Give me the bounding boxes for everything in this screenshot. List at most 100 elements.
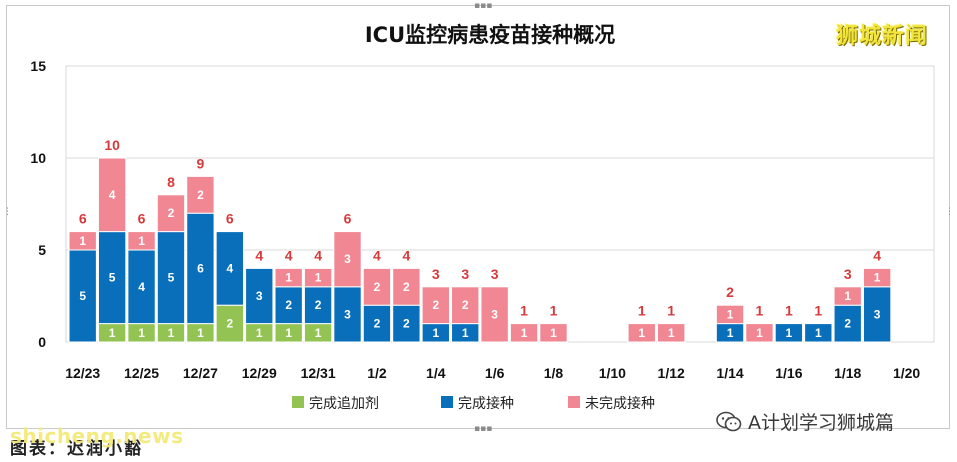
data-label: 5	[168, 271, 175, 285]
chart-title: ICU监控病患疫苗接种概况	[365, 23, 615, 47]
total-label: 3	[432, 266, 440, 282]
bar-segment	[245, 267, 274, 325]
total-label: 2	[726, 284, 734, 300]
data-label: 5	[79, 289, 86, 303]
bar-segment	[804, 323, 833, 343]
bar-segment	[657, 323, 686, 343]
data-label: 1	[109, 326, 116, 340]
data-label: 3	[344, 252, 351, 266]
bar-segment	[274, 267, 303, 288]
data-label: 1	[138, 234, 145, 248]
data-label: 4	[138, 280, 145, 294]
legend-label: 完成追加剂	[309, 396, 379, 412]
data-label: 1	[462, 326, 469, 340]
data-label: 2	[315, 298, 322, 312]
legend-label: 未完成接种	[585, 395, 655, 412]
data-label: 1	[756, 326, 763, 340]
data-label: 1	[638, 326, 645, 340]
total-label: 1	[756, 303, 764, 319]
x-tick-label: 1/4	[426, 365, 446, 381]
total-label: 4	[285, 247, 293, 263]
x-tick-label: 1/2	[367, 365, 387, 381]
bar-segment	[862, 267, 892, 288]
bar-segment	[186, 212, 215, 325]
x-tick-label: 1/14	[716, 365, 743, 381]
legend: 完成追加剂 完成接种 未完成接种	[292, 395, 655, 412]
bar-segment	[333, 286, 362, 343]
total-label: 6	[344, 211, 352, 227]
top-resize-handle[interactable]: ▪▪▪	[474, 1, 493, 11]
data-label: 1	[786, 326, 793, 340]
bar-segment	[833, 304, 862, 343]
legend-label: 完成接种	[458, 395, 514, 412]
bar-segment	[97, 157, 127, 233]
total-label: 1	[638, 303, 646, 319]
data-label: 2	[403, 317, 410, 331]
left-resize-handle[interactable]: ⋮	[3, 207, 12, 217]
bar-segment	[509, 323, 539, 343]
total-label: 3	[461, 266, 469, 282]
bar-segment	[303, 267, 333, 288]
data-label: 1	[79, 234, 86, 248]
legend-swatch	[568, 396, 580, 408]
chart-frame	[6, 5, 950, 429]
bar-segment	[215, 304, 245, 343]
bar-segment	[333, 231, 362, 288]
data-label: 2	[226, 317, 233, 331]
bar-segment	[215, 231, 245, 306]
data-label: 2	[403, 280, 410, 294]
wechat-icon	[716, 411, 742, 433]
data-label: 2	[462, 298, 469, 312]
x-tick-label: 1/10	[599, 365, 626, 381]
wechat-account: A计划学习狮城篇	[716, 408, 894, 435]
total-label: 8	[167, 174, 175, 190]
data-label: 2	[432, 298, 439, 312]
x-tick-label: 12/25	[124, 365, 159, 381]
bar-segment	[156, 231, 186, 325]
data-label: 6	[197, 261, 204, 275]
total-label: 4	[873, 247, 881, 263]
bar-segment	[715, 304, 745, 325]
data-label: 1	[550, 326, 557, 340]
x-tick-label: 12/29	[242, 365, 277, 381]
wechat-account-name: A计划学习狮城篇	[748, 412, 894, 434]
bar-segment	[451, 286, 480, 325]
bar-segment	[745, 323, 774, 343]
data-label: 2	[197, 188, 204, 202]
total-label: 10	[104, 137, 120, 153]
bar-segment	[539, 323, 568, 343]
y-tick-label: 0	[38, 334, 46, 350]
data-label: 1	[874, 271, 881, 285]
legend-swatch	[441, 396, 453, 408]
total-label: 1	[814, 303, 822, 319]
data-label: 1	[315, 271, 322, 285]
total-label: 3	[844, 266, 852, 282]
total-label: 1	[785, 303, 793, 319]
total-label: 4	[255, 247, 263, 263]
y-tick-label: 10	[30, 150, 46, 166]
total-label: 1	[520, 303, 528, 319]
total-label: 4	[314, 247, 322, 263]
data-label: 3	[256, 289, 263, 303]
x-tick-label: 1/20	[893, 365, 920, 381]
y-tick-label: 5	[38, 242, 46, 258]
data-label: 1	[432, 326, 439, 340]
bottom-resize-handle[interactable]: ▪▪▪	[474, 424, 493, 434]
data-label: 1	[256, 326, 263, 340]
total-label: 4	[402, 247, 410, 263]
site-watermark: shicheng.news	[10, 424, 184, 448]
bar-segment	[274, 286, 303, 325]
total-label: 1	[550, 303, 558, 319]
data-label: 1	[727, 326, 734, 340]
data-label: 1	[668, 326, 675, 340]
bar-segment	[68, 249, 97, 343]
x-tick-label: 1/6	[485, 365, 505, 381]
bar-segment	[627, 323, 656, 343]
bars: 5 1 6 1 5 4 10 1 4 1 6 1 5 2 8 1 6 2 9 2 4 6 1 3 4 1 2 1 4 1 2 1 4 3 3 6 2 2 4…	[68, 137, 892, 343]
x-tick-label: 12/31	[301, 365, 336, 381]
data-label: 1	[168, 326, 175, 340]
x-tick-label: 1/16	[775, 365, 802, 381]
bar-segment	[862, 286, 892, 343]
right-resize-handle[interactable]: ⋮	[945, 207, 954, 217]
